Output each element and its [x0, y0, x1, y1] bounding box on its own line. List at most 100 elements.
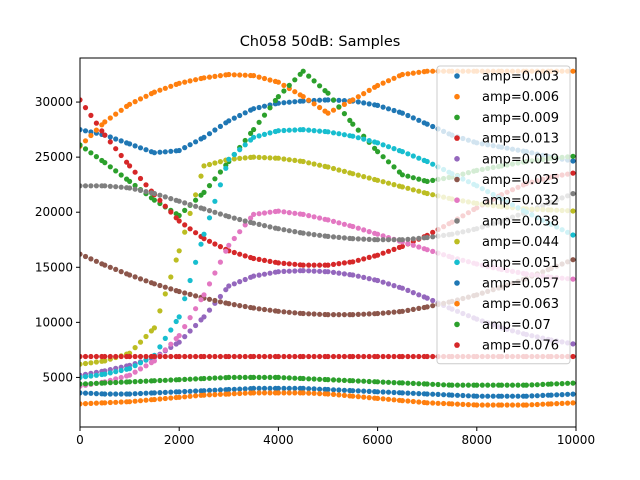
data-point — [212, 375, 218, 381]
data-point — [182, 353, 188, 360]
data-point — [430, 68, 436, 74]
legend-marker — [454, 280, 460, 286]
data-point — [325, 377, 331, 383]
legend-marker — [454, 114, 460, 121]
data-point — [217, 293, 223, 300]
data-point — [292, 77, 298, 83]
data-point — [113, 146, 119, 152]
data-point — [341, 101, 347, 107]
data-point — [435, 381, 441, 388]
data-point — [311, 353, 317, 360]
data-point — [499, 382, 505, 388]
data-point — [430, 391, 436, 397]
data-point — [261, 155, 268, 161]
data-point — [162, 194, 168, 200]
data-point — [82, 146, 89, 152]
data-point — [231, 72, 237, 78]
data-point — [311, 128, 317, 134]
data-point — [143, 363, 149, 369]
data-point — [157, 353, 163, 360]
data-point — [102, 380, 108, 386]
data-point — [454, 401, 461, 407]
data-point — [248, 215, 254, 221]
data-point — [317, 97, 323, 103]
data-point — [391, 380, 397, 386]
data-point — [275, 260, 281, 266]
data-point — [168, 148, 174, 154]
data-point — [424, 381, 430, 387]
data-point — [380, 237, 386, 243]
data-point — [292, 99, 298, 105]
data-point — [127, 101, 133, 107]
data-point — [127, 399, 133, 405]
data-point — [515, 402, 521, 408]
data-point — [385, 353, 392, 360]
data-point — [306, 262, 312, 268]
data-point — [281, 390, 287, 396]
data-point — [237, 147, 243, 153]
data-point — [570, 341, 576, 347]
data-point — [325, 233, 331, 239]
data-point — [548, 401, 554, 407]
y-tick-label: 25000 — [35, 150, 73, 164]
data-point — [157, 87, 163, 93]
data-point — [137, 339, 144, 345]
data-point — [336, 377, 342, 383]
data-point — [80, 390, 83, 396]
data-point — [107, 183, 113, 189]
data-point — [350, 133, 356, 139]
data-point — [548, 381, 554, 387]
data-point — [292, 89, 298, 95]
data-point — [300, 230, 306, 236]
data-point — [261, 257, 268, 263]
data-point — [242, 374, 248, 380]
data-point — [311, 101, 317, 107]
data-point — [187, 291, 193, 297]
data-point — [292, 353, 298, 360]
data-point — [132, 379, 138, 385]
data-point — [82, 374, 89, 380]
data-point — [267, 130, 273, 136]
data-point — [410, 70, 416, 76]
data-point — [366, 175, 372, 181]
data-point — [430, 234, 436, 240]
series-amp=0.057 — [80, 385, 576, 399]
data-point — [336, 234, 342, 240]
data-point — [206, 307, 213, 313]
data-point — [251, 220, 257, 226]
data-point — [361, 394, 367, 400]
data-point — [410, 398, 416, 405]
data-point — [361, 256, 367, 262]
data-point — [330, 261, 337, 267]
data-point — [162, 291, 168, 297]
data-point — [118, 269, 124, 275]
data-point — [132, 391, 138, 397]
data-point — [151, 190, 157, 197]
data-point — [151, 390, 157, 396]
data-point — [206, 238, 213, 244]
data-point — [107, 391, 113, 397]
data-point — [231, 156, 237, 162]
legend-label: amp=0.003 — [482, 70, 559, 85]
data-point — [261, 353, 268, 360]
data-point — [118, 172, 124, 178]
data-point — [118, 184, 124, 190]
data-point — [143, 333, 149, 340]
data-point — [286, 99, 292, 105]
data-point — [399, 390, 405, 396]
data-point — [479, 382, 485, 388]
data-point — [201, 292, 207, 298]
data-point — [80, 142, 83, 148]
data-point — [292, 390, 298, 396]
data-point — [350, 121, 356, 127]
legend-marker — [454, 93, 460, 100]
data-point — [93, 353, 99, 360]
data-point — [267, 105, 273, 111]
data-point — [317, 215, 323, 221]
data-point — [325, 97, 331, 103]
data-point — [399, 243, 405, 249]
data-point — [430, 192, 436, 198]
data-point — [118, 353, 124, 360]
data-point — [416, 381, 422, 387]
data-point — [113, 376, 119, 382]
